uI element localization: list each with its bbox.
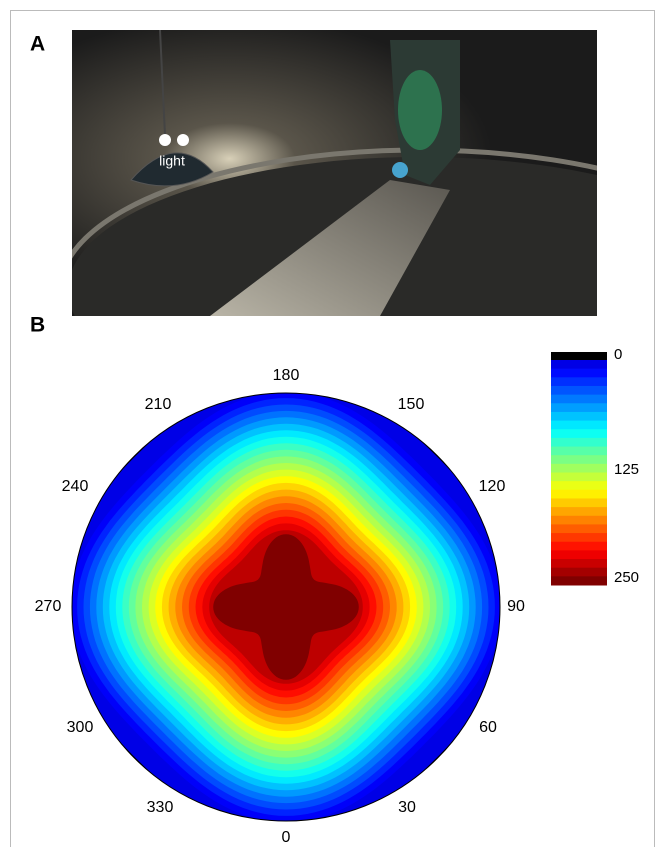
photo (72, 30, 597, 316)
colorbar-step (551, 437, 607, 448)
colorbar-step (551, 515, 607, 525)
colorbar-step (551, 541, 607, 551)
colorbar-step (551, 472, 607, 482)
angle-label: 270 (35, 598, 62, 615)
colorbar-step (551, 559, 607, 569)
angle-label: 210 (145, 396, 172, 413)
colorbar-step (551, 385, 607, 396)
contours (72, 393, 500, 821)
colorbar-step (551, 368, 607, 378)
colorbar-tick-label: 250 (614, 569, 639, 586)
colorbar-cap (551, 352, 607, 360)
angle-label: 180 (273, 367, 300, 384)
angle-label: 90 (507, 598, 525, 615)
colorbar-tick-label: 0 (614, 346, 622, 363)
colorbar-step (551, 394, 607, 404)
disc-edge (71, 392, 501, 822)
colorbar: 0 125 250 (551, 346, 639, 586)
angle-label: 150 (398, 396, 425, 413)
colorbar-step (551, 429, 607, 439)
angle-label: 30 (398, 799, 416, 816)
colorbar-step (551, 411, 607, 422)
angle-label: 120 (479, 478, 506, 495)
colorbar-step (551, 524, 607, 534)
photo-annotation: light (159, 153, 185, 169)
angle-label: 300 (67, 719, 94, 736)
colorbar-step (551, 377, 607, 387)
colorbar-step (551, 576, 607, 586)
colorbar-step (551, 489, 607, 499)
colorbar-step (551, 463, 607, 473)
colorbar-step (551, 550, 607, 560)
colorbar-step (551, 533, 607, 543)
colorbar-tick-label: 125 (614, 461, 639, 478)
colorbar-step (551, 403, 607, 413)
angle-label: 330 (147, 799, 174, 816)
colorbar-step (551, 567, 607, 577)
colorbar-step (551, 420, 607, 430)
angle-label: 0 (282, 829, 291, 846)
colorbar-step (551, 498, 607, 508)
colorbar-step (551, 455, 607, 465)
colorbar-step (551, 360, 607, 370)
colorbar-step (551, 507, 607, 517)
panel-label: A (30, 33, 45, 56)
colorbar-step (551, 481, 607, 491)
contour-band (213, 534, 359, 680)
colorbar-step (551, 446, 607, 456)
panel-label: B (30, 314, 45, 337)
angle-label: 60 (479, 719, 497, 736)
angle-label: 240 (62, 478, 89, 495)
